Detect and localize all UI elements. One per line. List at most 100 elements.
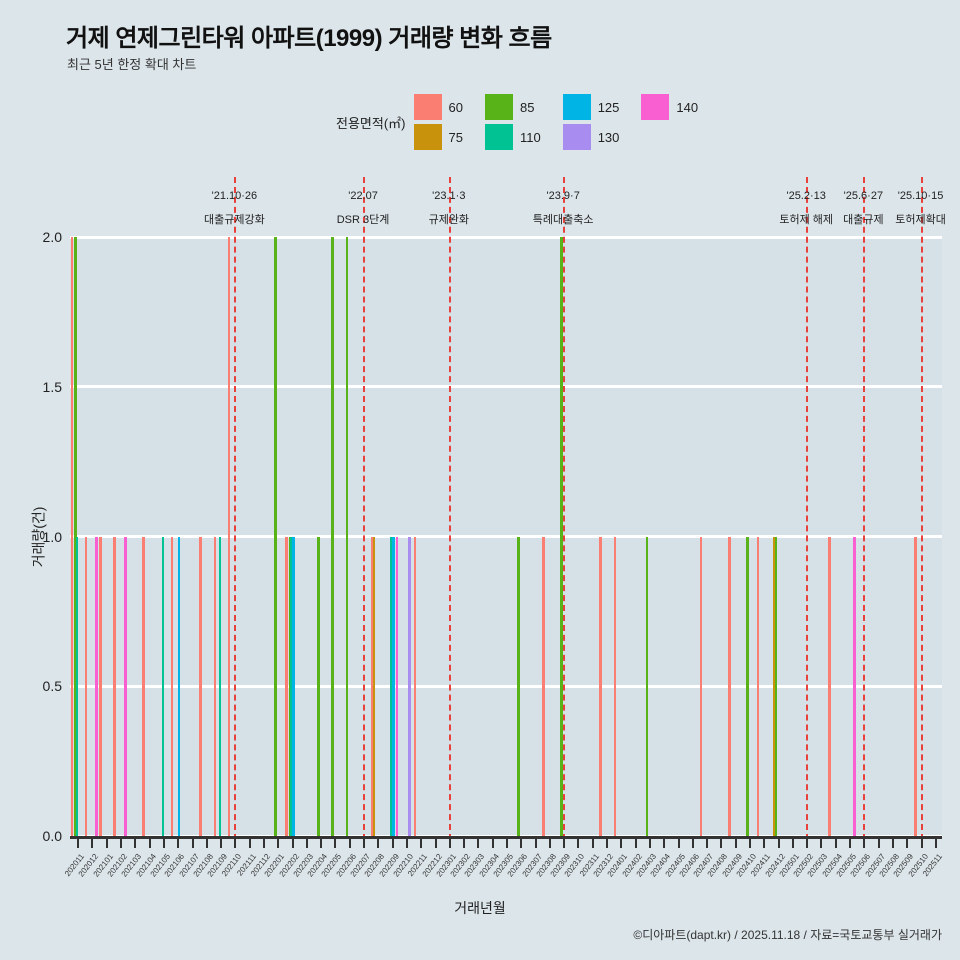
y-tick-label: 1.0: [42, 528, 62, 545]
x-tick: [348, 839, 351, 848]
legend-label-140: 140: [676, 99, 699, 115]
bar: [542, 536, 545, 836]
bar: [285, 536, 288, 836]
bar: [756, 536, 760, 836]
x-tick: [463, 839, 466, 848]
legend-item-125[interactable]: 125: [562, 94, 619, 120]
x-axis: 202011 202012 202101 202102 202103 202104 2021…: [63, 836, 944, 879]
bar: [199, 536, 202, 836]
y-tick-label: 0.0: [42, 828, 62, 844]
event-line: [920, 177, 923, 840]
x-tick: [191, 839, 194, 848]
footer-credit: ©디아파트(dapt.kr) / 2025.11.18 / 자료=국토교통부 실…: [633, 928, 942, 942]
event-line: [448, 177, 451, 840]
event-desc-label: 특례대출축소: [532, 214, 594, 226]
bar: [161, 536, 165, 836]
bar: [372, 536, 376, 836]
bar: [745, 536, 749, 836]
x-tick: [734, 839, 737, 848]
x-tick: [720, 839, 723, 848]
event-desc-label: 토허제확대: [895, 214, 946, 226]
legend: 전용면적(㎡) 60 85 125 140 75 110 130: [336, 93, 698, 151]
event-desc-label: DSR 3단계: [336, 214, 390, 226]
legend-item-130[interactable]: 130: [562, 124, 619, 150]
x-tick: [334, 839, 337, 848]
event-line: [363, 177, 366, 840]
bar: [728, 536, 731, 836]
bar: [599, 536, 603, 836]
bar: [560, 237, 563, 836]
bar: [227, 237, 231, 836]
x-tick: [749, 839, 752, 848]
x-tick: [105, 839, 108, 848]
legend-item-60[interactable]: 60: [413, 94, 463, 120]
x-tick: [591, 839, 594, 848]
x-tick: [405, 839, 408, 848]
y-tick-label: 2.0: [42, 229, 62, 245]
x-tick: [849, 839, 852, 848]
x-tick: [548, 839, 551, 848]
x-tick: [806, 839, 809, 848]
x-tick: [377, 839, 380, 848]
legend-title: 전용면적(㎡): [336, 115, 406, 131]
event-date-label: '23.1·3: [432, 190, 466, 202]
legend-swatch-125: [562, 94, 591, 120]
legend-item-140[interactable]: 140: [641, 94, 698, 120]
gridline-1.5: [70, 385, 942, 389]
bar: [413, 536, 417, 836]
bar: [345, 237, 349, 836]
bar: [772, 536, 776, 836]
x-tick: [563, 839, 566, 848]
event-date-label: '22.07: [348, 190, 378, 202]
event-desc-label: 대출규제: [843, 214, 884, 226]
bar: [390, 536, 393, 836]
x-tick: [663, 839, 666, 848]
bar: [124, 536, 127, 836]
bar: [317, 536, 320, 836]
x-tick: [877, 839, 880, 848]
legend-item-85[interactable]: 85: [484, 94, 541, 120]
legend-item-75[interactable]: 75: [413, 124, 463, 150]
x-tick: [134, 839, 137, 848]
x-tick: [920, 839, 923, 848]
event-date-label: '21.10·26: [211, 190, 258, 202]
legend-label-75: 75: [448, 129, 463, 145]
legend-items: 60 85 125 140 75 110 130: [413, 93, 698, 151]
x-tick: [620, 839, 623, 848]
bar: [142, 536, 145, 836]
bar: [70, 237, 74, 836]
event-line: [863, 177, 866, 840]
bar: [170, 536, 174, 836]
plot-area: [70, 177, 942, 840]
legend-swatch-140: [641, 94, 670, 120]
x-tick: [148, 839, 151, 848]
x-tick: [891, 839, 894, 848]
bar: [74, 237, 77, 836]
x-tick: [77, 839, 80, 848]
gridline-1.0: [70, 535, 942, 538]
legend-label-60: 60: [448, 99, 463, 115]
event-line: [806, 177, 809, 840]
event-desc-label: 규제완화: [428, 214, 470, 226]
x-tick: [91, 839, 94, 848]
x-tick: [320, 839, 323, 848]
bar: [613, 536, 617, 836]
legend-swatch-75: [413, 124, 442, 150]
x-tick: [248, 839, 251, 848]
x-tick: [906, 839, 909, 848]
bar: [113, 536, 117, 836]
x-tick: [291, 839, 294, 848]
x-tick: [305, 839, 308, 848]
x-tick: [577, 839, 580, 848]
x-tick: [677, 839, 680, 848]
event-date-label: '23.9·7: [546, 190, 580, 202]
x-tick: [477, 839, 480, 848]
x-tick: [691, 839, 694, 848]
x-tick: [262, 839, 265, 848]
legend-item-110[interactable]: 110: [484, 124, 541, 150]
bar: [218, 536, 222, 836]
event-desc-label: 토허제 해제: [779, 214, 834, 226]
x-tick: [420, 839, 423, 848]
bar: [408, 536, 411, 836]
